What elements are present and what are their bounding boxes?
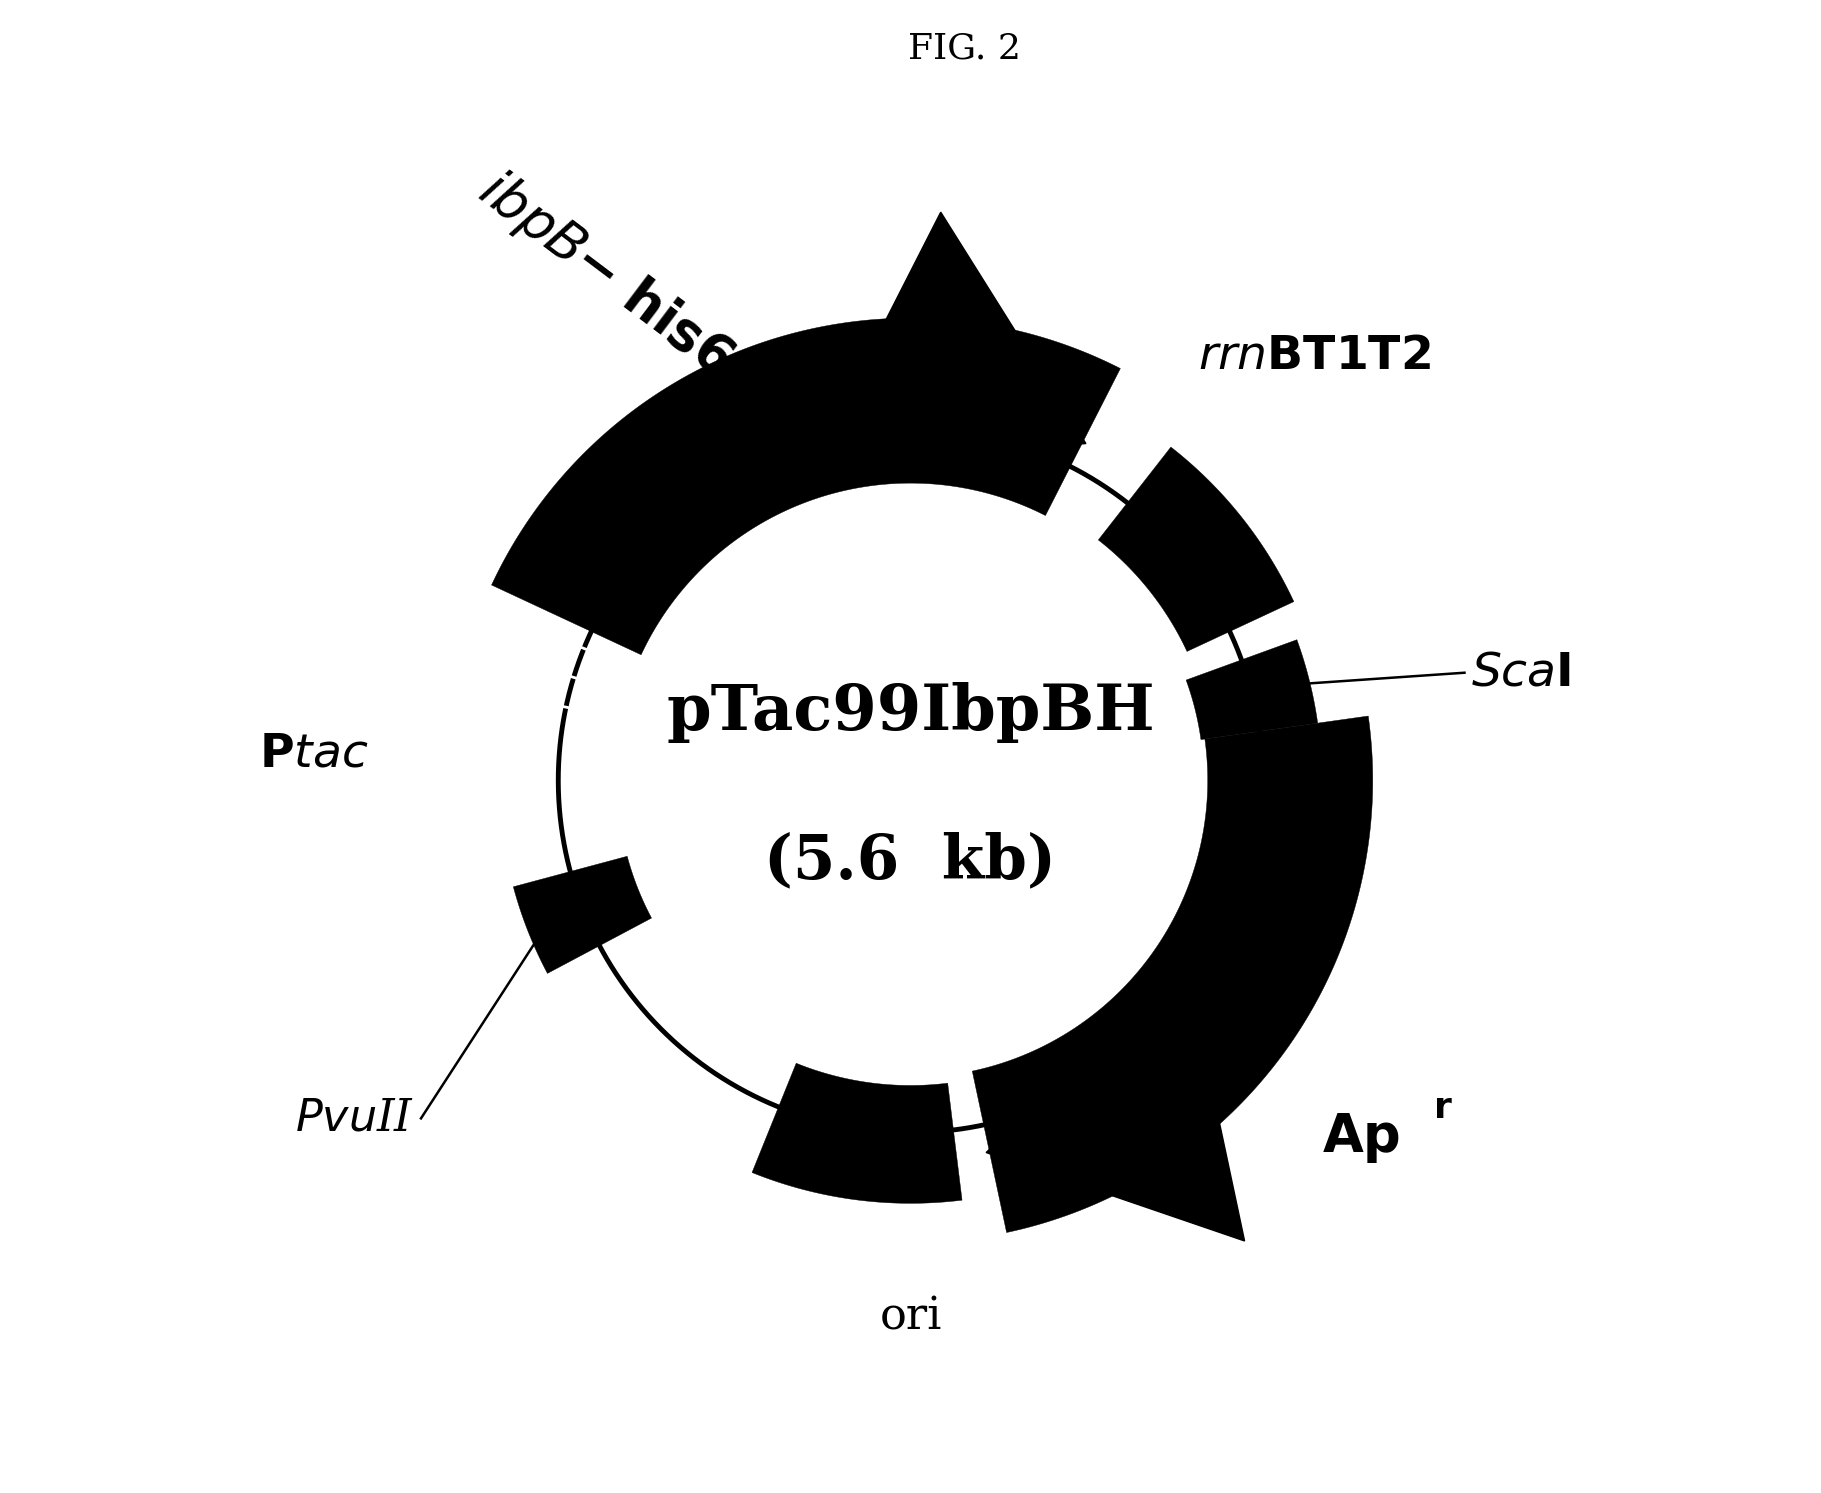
Polygon shape xyxy=(1098,446,1295,651)
Polygon shape xyxy=(814,212,1085,463)
Polygon shape xyxy=(972,717,1373,1233)
Text: ori: ori xyxy=(880,1294,941,1338)
Polygon shape xyxy=(492,318,1120,655)
Text: $\mathbf{Ap}$: $\mathbf{Ap}$ xyxy=(1322,1111,1400,1166)
Polygon shape xyxy=(1185,639,1318,739)
Text: $\mathbf{\mathit{ibpB}}$$\mathbf{-\ his6}$: $\mathbf{\mathit{ibpB}}$$\mathbf{-\ his6… xyxy=(468,161,743,387)
Polygon shape xyxy=(987,966,1244,1241)
Polygon shape xyxy=(514,857,652,973)
Text: $\mathbf{r}$: $\mathbf{r}$ xyxy=(1433,1091,1453,1124)
Text: $\mathbf{P}$$\mathbf{\mathit{tac}}$: $\mathbf{P}$$\mathbf{\mathit{tac}}$ xyxy=(259,730,368,776)
Text: $\mathit{rrn}$$\mathbf{BT1T2}$: $\mathit{rrn}$$\mathbf{BT1T2}$ xyxy=(1198,333,1431,379)
Text: $\mathit{Pvu}$II: $\mathit{Pvu}$II xyxy=(295,1097,413,1141)
Polygon shape xyxy=(752,1063,961,1203)
Text: FIG. 2: FIG. 2 xyxy=(909,31,1022,66)
Text: pTac99IbpBH: pTac99IbpBH xyxy=(666,682,1155,744)
Text: $\mathit{Sca}$$\mathbf{I}$: $\mathit{Sca}$$\mathbf{I}$ xyxy=(1471,649,1572,696)
Text: (5.6  kb): (5.6 kb) xyxy=(765,832,1056,891)
